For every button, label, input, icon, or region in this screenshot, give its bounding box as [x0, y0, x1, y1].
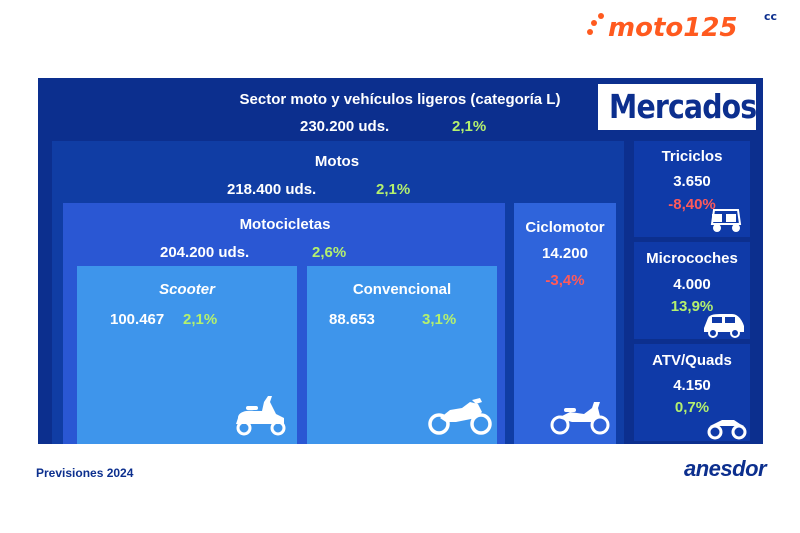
logo-suffix: cc — [764, 10, 777, 23]
triciclos-change: -8,40% — [668, 196, 716, 213]
motocicletas-change: 2,6% — [312, 244, 347, 261]
moto125-logo: moto125 cc — [584, 6, 784, 47]
microcoches-title: Microcoches — [646, 250, 738, 267]
atv-units: 4.150 — [673, 377, 711, 394]
atv-title: ATV/Quads — [652, 352, 732, 369]
motocicletas-units: 204.200 uds. — [160, 244, 250, 261]
convencional-change: 3,1% — [422, 311, 457, 328]
motocicletas-title: Motocicletas — [239, 216, 331, 233]
scooter-change: 2,1% — [183, 311, 218, 328]
microcar-icon — [704, 314, 744, 338]
sector-title: Sector moto y vehículos ligeros (categor… — [239, 91, 561, 108]
triciclos-title: Triciclos — [661, 148, 723, 165]
tricycle-icon — [710, 209, 742, 232]
atv-change: 0,7% — [674, 399, 710, 416]
sector-change: 2,1% — [452, 118, 487, 135]
mercados-badge-bg — [598, 84, 756, 130]
anesdor-logo: anesdor — [684, 456, 767, 481]
moped-icon — [550, 402, 610, 435]
ciclomotor-units: 14.200 — [542, 245, 588, 262]
motos-change: 2,1% — [376, 181, 411, 198]
mercados-badge: Mercados — [609, 87, 757, 126]
microcoches-units: 4.000 — [673, 276, 711, 293]
convencional-units: 88.653 — [329, 311, 375, 328]
sport-motorcycle-icon — [428, 398, 492, 435]
triciclos-units: 3.650 — [673, 173, 711, 190]
microcoches-change: 13,9% — [670, 298, 714, 315]
scooter-icon — [236, 396, 286, 436]
logo-text: moto125 — [608, 13, 738, 42]
ciclomotor-change: -3,4% — [545, 272, 585, 289]
sector-units: 230.200 uds. — [300, 118, 390, 135]
scooter-units: 100.467 — [110, 311, 165, 328]
motos-units: 218.400 uds. — [227, 181, 317, 198]
convencional-title: Convencional — [352, 281, 452, 298]
scooter-title: Scooter — [159, 281, 215, 298]
footer-note: Previsiones 2024 — [36, 466, 134, 480]
quad-icon — [707, 420, 747, 440]
ciclomotor-title: Ciclomotor — [525, 219, 605, 236]
motos-title: Motos — [314, 153, 360, 170]
